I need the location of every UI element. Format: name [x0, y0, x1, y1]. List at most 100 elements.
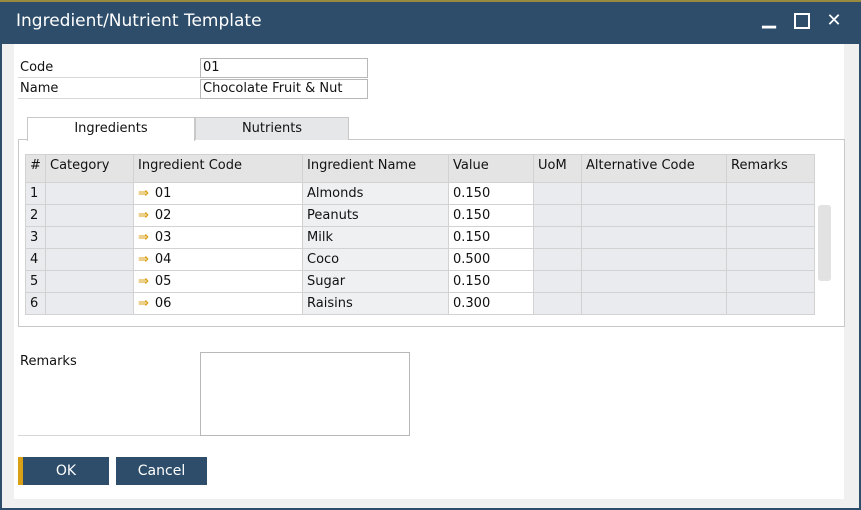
alternative-code-cell[interactable]: [581, 292, 727, 315]
link-arrow-icon[interactable]: ⇒: [138, 252, 149, 267]
category-cell[interactable]: [45, 248, 134, 271]
tab-ingredients[interactable]: Ingredients: [27, 117, 195, 141]
table-row[interactable]: 5 ⇒ 05 Sugar 0.150: [25, 270, 815, 293]
alternative-code-cell[interactable]: [581, 182, 727, 205]
ingredient-name-cell-text: Peanuts: [307, 208, 359, 223]
link-arrow-icon[interactable]: ⇒: [138, 230, 149, 245]
alternative-code-cell[interactable]: [581, 204, 727, 227]
uom-cell[interactable]: [533, 204, 582, 227]
ingredient-name-cell-text: Almonds: [307, 186, 364, 201]
value-cell[interactable]: 0.150: [448, 270, 534, 293]
row-number: 6: [25, 292, 46, 315]
row-number-text: 3: [30, 230, 39, 245]
ingredient-name-cell[interactable]: Coco: [302, 248, 449, 271]
row-number: 5: [25, 270, 46, 293]
ingredient-code-cell-text: 02: [154, 208, 172, 223]
value-cell[interactable]: 0.150: [448, 226, 534, 249]
remarks-textarea[interactable]: [200, 352, 410, 436]
link-arrow-icon[interactable]: ⇒: [138, 186, 149, 201]
category-cell[interactable]: [45, 226, 134, 249]
title-bar: [0, 0, 861, 44]
category-cell[interactable]: [45, 204, 134, 227]
remarks-cell[interactable]: [726, 270, 815, 293]
grid-header: # Category Ingredient Code Ingredient Na…: [25, 154, 815, 183]
ingredient-name-cell[interactable]: Sugar: [302, 270, 449, 293]
cancel-button[interactable]: Cancel: [116, 457, 207, 485]
ingredient-code-cell-text: 05: [154, 274, 172, 289]
column-header-ingredient-name[interactable]: Ingredient Name: [302, 154, 449, 183]
ok-button[interactable]: OK: [18, 457, 109, 485]
ingredient-code-cell[interactable]: ⇒ 01: [133, 182, 303, 205]
column-header-num[interactable]: #: [25, 154, 46, 183]
uom-cell[interactable]: [533, 226, 582, 249]
row-number-text: 4: [30, 252, 39, 267]
value-cell[interactable]: 0.300: [448, 292, 534, 315]
category-cell[interactable]: [45, 292, 134, 315]
row-number: 4: [25, 248, 46, 271]
category-cell[interactable]: [45, 182, 134, 205]
name-field[interactable]: Chocolate Fruit & Nut: [200, 79, 368, 99]
column-header-value[interactable]: Value: [448, 154, 534, 183]
value-cell-text: 0.150: [453, 230, 491, 245]
remarks-cell[interactable]: [726, 226, 815, 249]
ingredient-name-cell[interactable]: Almonds: [302, 182, 449, 205]
close-icon[interactable]: ✕: [826, 10, 842, 31]
column-header-ingredient-code[interactable]: Ingredient Code: [133, 154, 303, 183]
link-arrow-icon[interactable]: ⇒: [138, 208, 149, 223]
link-arrow-icon[interactable]: ⇒: [138, 274, 149, 289]
value-cell[interactable]: 0.500: [448, 248, 534, 271]
table-row[interactable]: 1 ⇒ 01 Almonds 0.150: [25, 182, 815, 205]
value-cell-text: 0.150: [453, 186, 491, 201]
link-arrow-icon[interactable]: ⇒: [138, 296, 149, 311]
ingredients-grid: # Category Ingredient Code Ingredient Na…: [25, 154, 815, 315]
category-cell[interactable]: [45, 270, 134, 293]
table-row[interactable]: 6 ⇒ 06 Raisins 0.300: [25, 292, 815, 315]
table-row[interactable]: 2 ⇒ 02 Peanuts 0.150: [25, 204, 815, 227]
uom-cell[interactable]: [533, 182, 582, 205]
uom-cell[interactable]: [533, 270, 582, 293]
grid-scrollbar[interactable]: [818, 205, 831, 281]
ingredient-code-cell[interactable]: ⇒ 05: [133, 270, 303, 293]
maximize-icon[interactable]: [794, 13, 810, 29]
ingredient-code-cell-text: 03: [154, 230, 172, 245]
column-header-remarks[interactable]: Remarks: [726, 154, 815, 183]
table-row[interactable]: 3 ⇒ 03 Milk 0.150: [25, 226, 815, 249]
ingredient-code-cell[interactable]: ⇒ 03: [133, 226, 303, 249]
column-header-category[interactable]: Category: [45, 154, 134, 183]
minimize-icon[interactable]: ▁: [762, 8, 776, 29]
remarks-label: Remarks: [20, 354, 77, 369]
divider: [18, 77, 200, 78]
code-field[interactable]: 01: [200, 58, 368, 78]
code-label: Code: [20, 60, 54, 75]
value-cell-text: 0.300: [453, 296, 491, 311]
ingredient-name-cell[interactable]: Raisins: [302, 292, 449, 315]
ingredient-code-cell[interactable]: ⇒ 02: [133, 204, 303, 227]
divider: [18, 435, 200, 436]
value-cell-text: 0.500: [453, 252, 491, 267]
alternative-code-cell[interactable]: [581, 226, 727, 249]
column-header-uom[interactable]: UoM: [533, 154, 582, 183]
remarks-cell[interactable]: [726, 204, 815, 227]
value-cell[interactable]: 0.150: [448, 182, 534, 205]
uom-cell[interactable]: [533, 248, 582, 271]
alternative-code-cell[interactable]: [581, 248, 727, 271]
column-header-alternative-code[interactable]: Alternative Code: [581, 154, 727, 183]
remarks-cell[interactable]: [726, 182, 815, 205]
row-number-text: 6: [30, 296, 39, 311]
table-row[interactable]: 4 ⇒ 04 Coco 0.500: [25, 248, 815, 271]
ingredient-code-cell[interactable]: ⇒ 06: [133, 292, 303, 315]
name-label: Name: [20, 81, 59, 96]
ingredient-name-cell[interactable]: Peanuts: [302, 204, 449, 227]
uom-cell[interactable]: [533, 292, 582, 315]
ingredient-code-cell[interactable]: ⇒ 04: [133, 248, 303, 271]
row-number: 3: [25, 226, 46, 249]
row-number-text: 1: [30, 186, 39, 201]
value-cell[interactable]: 0.150: [448, 204, 534, 227]
ingredient-name-cell[interactable]: Milk: [302, 226, 449, 249]
tab-nutrients[interactable]: Nutrients: [195, 117, 349, 140]
remarks-cell[interactable]: [726, 292, 815, 315]
remarks-cell[interactable]: [726, 248, 815, 271]
alternative-code-cell[interactable]: [581, 270, 727, 293]
ingredient-name-cell-text: Sugar: [307, 274, 346, 289]
row-number: 1: [25, 182, 46, 205]
